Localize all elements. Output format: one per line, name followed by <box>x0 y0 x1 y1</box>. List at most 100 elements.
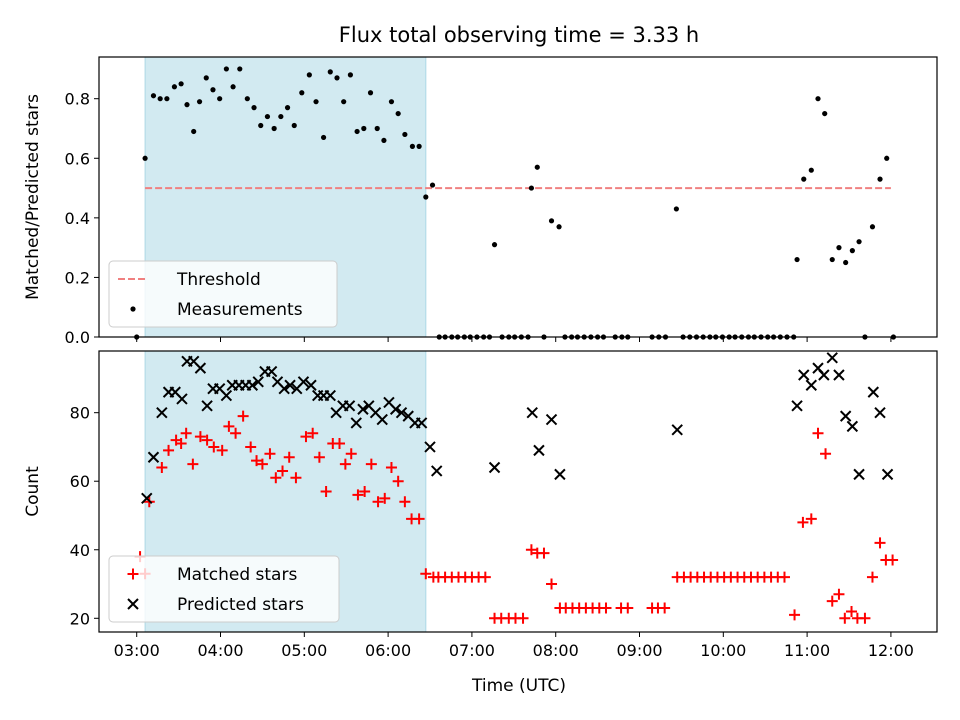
bottom-point-plus <box>230 427 242 439</box>
bottom-point-plus <box>216 444 228 456</box>
top-point-dot <box>157 96 163 102</box>
bottom-point-plus <box>245 441 257 453</box>
bottom-point-plus <box>175 438 187 450</box>
bottom-legend-label: Predicted stars <box>177 595 304 615</box>
top-legend-label: Threshold <box>176 270 261 290</box>
bottom-point-plus <box>797 516 809 528</box>
top-point-dot <box>230 84 236 90</box>
bottom-point-x <box>395 406 408 419</box>
bottom-legend-label: Matched stars <box>177 565 297 585</box>
top-point-dot <box>354 128 360 135</box>
bottom-point-plus <box>201 434 213 446</box>
top-legend-label: Measurements <box>177 300 303 320</box>
bottom-point-plus <box>622 602 634 614</box>
bottom-point-plus <box>180 427 192 439</box>
top-point-dot <box>320 134 327 141</box>
bottom-point-x <box>284 379 296 391</box>
bottom-legend-handle <box>127 598 139 610</box>
bottom-point-plus <box>805 513 817 525</box>
top-point-dot <box>237 66 243 72</box>
bottom-point-x <box>671 424 683 436</box>
top-y-tick-label: 0.6 <box>65 149 90 168</box>
top-point-dot <box>836 245 842 251</box>
top-point-dot <box>808 167 814 173</box>
top-point-dot <box>184 102 190 108</box>
top-point-dot <box>327 69 333 75</box>
top-y-tick-label: 0.2 <box>65 268 90 287</box>
top-point-dot <box>313 99 319 105</box>
top-y-tick-label: 0.4 <box>65 209 90 228</box>
bottom-y-axis-label: Count <box>23 466 43 517</box>
bottom-legend-handle <box>127 568 139 580</box>
top-point-dot <box>150 93 157 99</box>
bottom-legend: Matched stars Predicted stars <box>108 555 340 623</box>
top-point-dot <box>829 256 835 263</box>
bottom-point-x <box>798 369 810 381</box>
top-y-tick-label: 0.0 <box>65 328 90 347</box>
top-point-dot <box>381 137 387 144</box>
top-y-axis-label: Matched/Predicted stars <box>23 94 43 300</box>
bottom-axes-frame <box>98 350 938 633</box>
bottom-x-tick-label: 06:00 <box>365 641 411 660</box>
top-point-dot <box>258 122 264 129</box>
bottom-point-x <box>156 406 168 419</box>
top-point-dot <box>164 96 170 102</box>
bottom-point-plus <box>334 438 346 450</box>
bottom-point-plus <box>290 472 302 484</box>
top-point-dot <box>203 75 209 81</box>
bottom-point-plus <box>420 568 432 580</box>
bottom-point-plus <box>194 431 206 443</box>
bottom-legend-box <box>108 555 340 623</box>
bottom-point-plus <box>264 448 276 460</box>
x-axis-label: Time (UTC) <box>471 676 566 696</box>
bottom-y-tick-label: 80 <box>70 404 90 423</box>
bottom-point-x <box>415 417 428 429</box>
bottom-point-plus <box>345 448 357 460</box>
bottom-x-tick-label: 07:00 <box>449 641 495 660</box>
bottom-point-plus <box>385 462 397 474</box>
top-point-dot <box>171 84 178 90</box>
bottom-point-x <box>554 468 566 481</box>
bottom-point-x <box>533 444 545 457</box>
bottom-point-plus <box>313 451 325 463</box>
bottom-x-tick-label: 05:00 <box>281 641 327 660</box>
bottom-point-x <box>297 376 310 388</box>
top-point-dot <box>334 75 340 81</box>
top-point-dot <box>271 125 277 132</box>
bottom-point-x <box>805 379 818 391</box>
bottom-point-plus <box>517 612 529 624</box>
bottom-point-x <box>424 441 436 453</box>
bottom-point-plus <box>778 571 790 583</box>
bottom-point-x <box>881 468 894 481</box>
bottom-point-x <box>265 365 278 378</box>
top-point-dot <box>210 87 216 93</box>
bottom-point-x <box>252 376 264 388</box>
bottom-point-x <box>176 393 188 405</box>
bottom-point-plus <box>339 458 351 470</box>
top-point-dot <box>843 259 849 266</box>
top-point-dot <box>423 194 429 200</box>
bottom-point-plus <box>270 472 282 484</box>
bottom-point-plus <box>320 486 332 497</box>
bottom-point-plus <box>379 492 391 504</box>
bottom-point-x <box>791 400 803 412</box>
top-point-dot <box>528 185 535 191</box>
bottom-point-plus <box>413 513 425 525</box>
bottom-point-plus <box>187 458 199 470</box>
top-point-dot <box>877 176 883 182</box>
top-point-dot <box>815 96 821 102</box>
bottom-point-x <box>278 382 290 395</box>
top-point-dot <box>395 110 401 117</box>
top-legend: Threshold Measurements <box>108 260 338 328</box>
top-point-dot <box>794 256 800 263</box>
top-point-dot <box>251 105 257 111</box>
top-point-dot <box>548 218 555 224</box>
bottom-point-plus <box>307 427 319 439</box>
top-point-dot <box>534 164 540 170</box>
bottom-x-tick-label: 12:00 <box>868 641 914 660</box>
bottom-x-tick-label: 08:00 <box>533 641 579 660</box>
figure-title: Flux total observing time = 3.33 h <box>339 23 699 47</box>
bottom-point-x <box>431 465 443 477</box>
bottom-point-plus <box>846 605 858 617</box>
bottom-point-x <box>545 413 558 426</box>
